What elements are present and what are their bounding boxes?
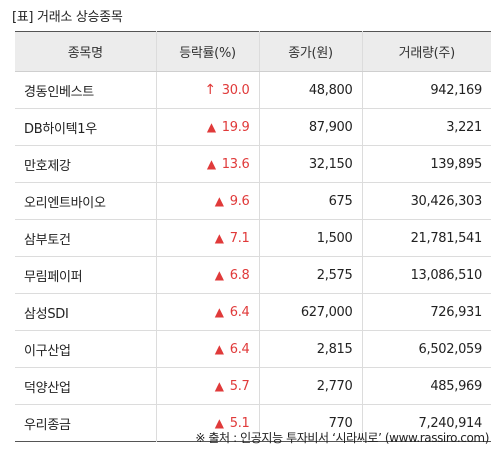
rise-triangle-icon: ▲: [206, 156, 216, 171]
change-rate-value: 6.4: [229, 341, 250, 357]
change-rate-value: 19.9: [221, 119, 250, 135]
column-header-price: 종가(원): [258, 31, 362, 72]
table-title: [표] 거래소 상승종목: [12, 10, 123, 25]
table-row: 오리엔트바이오 ▲ 9.6 675 30,426,303: [15, 182, 491, 220]
change-rate-value: 5.7: [229, 378, 250, 394]
close-price: 627,000: [258, 293, 362, 331]
rise-triangle-icon: ▲: [214, 230, 224, 245]
change-rate: ▲ 19.9: [155, 108, 259, 146]
trade-volume: 6,502,059: [361, 330, 491, 368]
trade-volume: 13,086,510: [361, 256, 491, 294]
stock-name: DB하이텍1우: [15, 108, 156, 146]
rise-triangle-icon: ▲: [214, 267, 224, 282]
trade-volume: 485,969: [361, 367, 491, 405]
change-rate: ▲ 7.1: [155, 219, 259, 257]
rise-triangle-icon: ▲: [214, 304, 224, 319]
stock-name: 오리엔트바이오: [15, 182, 156, 220]
table-row: 삼부토건 ▲ 7.1 1,500 21,781,541: [15, 219, 491, 257]
change-rate: ↑ 30.0: [155, 71, 259, 109]
rise-triangle-icon: ▲: [214, 415, 224, 430]
close-price: 1,500: [258, 219, 362, 257]
change-rate: ▲ 5.7: [155, 367, 259, 405]
close-price: 675: [258, 182, 362, 220]
table-row: 이구산업 ▲ 6.4 2,815 6,502,059: [15, 330, 491, 368]
up-arrow-icon: ↑: [204, 82, 216, 98]
stock-name: 만호제강: [15, 145, 156, 183]
column-header-name: 종목명: [15, 31, 156, 72]
close-price: 48,800: [258, 71, 362, 109]
close-price: 2,575: [258, 256, 362, 294]
change-rate: ▲ 6.8: [155, 256, 259, 294]
change-rate-value: 9.6: [229, 193, 250, 209]
change-rate-value: 6.4: [229, 304, 250, 320]
stock-name: 삼부토건: [15, 219, 156, 257]
rising-stocks-table: 종목명 등락률(%) 종가(원) 거래량(주) 경동인베스트 ↑ 30.0 48,80…: [15, 31, 491, 442]
table-row: 덕양산업 ▲ 5.7 2,770 485,969: [15, 367, 491, 405]
stock-name: 덕양산업: [15, 367, 156, 405]
change-rate: ▲ 9.6: [155, 182, 259, 220]
stock-name: 무림페이퍼: [15, 256, 156, 294]
close-price: 2,770: [258, 367, 362, 405]
close-price: 770: [258, 404, 362, 442]
trade-volume: 942,169: [361, 71, 491, 109]
stock-name: 삼성SDI: [15, 293, 156, 331]
table-row: 경동인베스트 ↑ 30.0 48,800 942,169: [15, 71, 491, 109]
rise-triangle-icon: ▲: [214, 378, 224, 393]
change-rate-value: 6.8: [229, 267, 250, 283]
change-rate: ▲ 5.1: [155, 404, 259, 442]
trade-volume: 7,240,914: [361, 404, 491, 442]
close-price: 2,815: [258, 330, 362, 368]
rise-triangle-icon: ▲: [206, 119, 216, 134]
table-row: 만호제강 ▲ 13.6 32,150 139,895: [15, 145, 491, 183]
trade-volume: 726,931: [361, 293, 491, 331]
change-rate-value: 30.0: [221, 83, 250, 98]
column-header-rate: 등락률(%): [155, 31, 259, 72]
table-row: DB하이텍1우 ▲ 19.9 87,900 3,221: [15, 108, 491, 146]
table-row: 무림페이퍼 ▲ 6.8 2,575 13,086,510: [15, 256, 491, 294]
change-rate-value: 13.6: [221, 156, 250, 172]
table-row: 우리종금 ▲ 5.1 770 7,240,914: [15, 404, 491, 442]
stock-name: 우리종금: [24, 417, 71, 433]
trade-volume: 30,426,303: [361, 182, 491, 220]
rise-triangle-icon: ▲: [214, 341, 224, 356]
change-rate: ▲ 6.4: [155, 293, 259, 331]
trade-volume: 21,781,541: [361, 219, 491, 257]
table-row: 삼성SDI ▲ 6.4 627,000 726,931: [15, 293, 491, 331]
source-note: ※ 출처 : 인공지능 투자비서 ‘시라씨로’ (www.rassiro.com…: [195, 431, 489, 445]
change-rate-value: 5.1: [229, 415, 250, 431]
rise-triangle-icon: ▲: [214, 193, 224, 208]
stock-name: 경동인베스트: [15, 71, 156, 109]
trade-volume: 139,895: [361, 145, 491, 183]
column-header-volume: 거래량(주): [361, 31, 491, 72]
change-rate-value: 7.1: [229, 230, 250, 246]
stock-name: 이구산업: [15, 330, 156, 368]
close-price: 87,900: [258, 108, 362, 146]
trade-volume: 3,221: [361, 108, 491, 146]
close-price: 32,150: [258, 145, 362, 183]
change-rate: ▲ 6.4: [155, 330, 259, 368]
change-rate: ▲ 13.6: [155, 145, 259, 183]
table-header-row: 종목명 등락률(%) 종가(원) 거래량(주): [15, 31, 491, 72]
